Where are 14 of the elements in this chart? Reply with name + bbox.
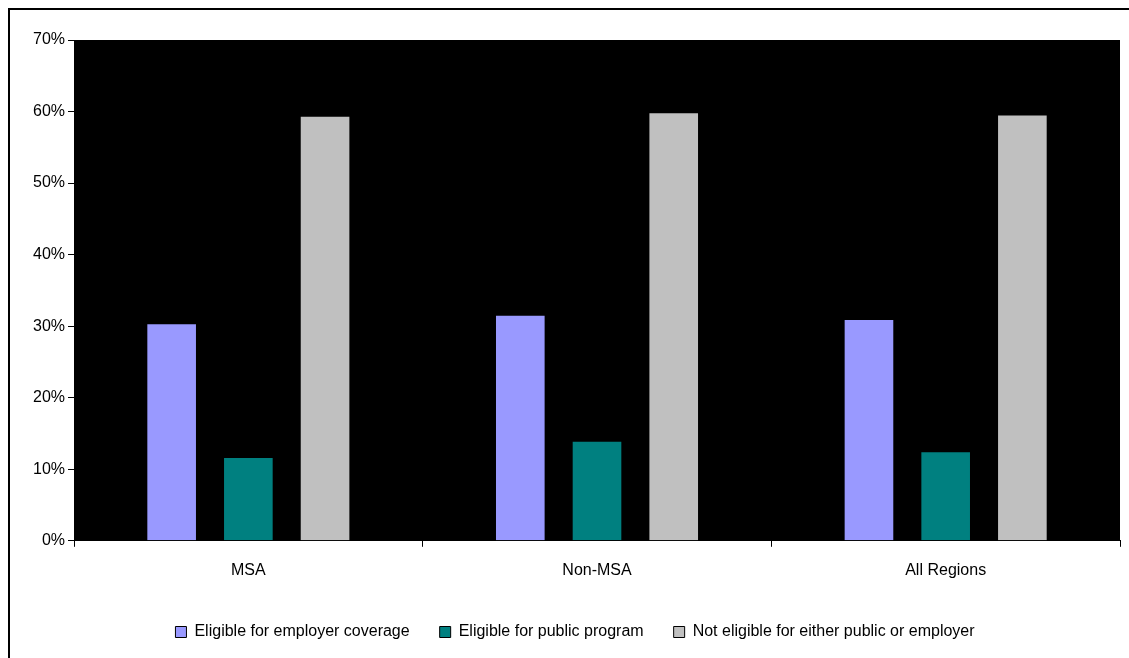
x-tick-label: MSA: [231, 560, 267, 578]
y-tick-label: 0%: [41, 531, 66, 549]
legend-label: Not eligible for either public or employer: [692, 622, 976, 640]
legend-label: Eligible for employer coverage: [194, 622, 410, 640]
legend-label: Eligible for public program: [458, 622, 644, 640]
y-tick-label: 30%: [32, 316, 66, 334]
y-tick-label: 10%: [32, 459, 66, 477]
x-tick-label: All Regions: [905, 560, 987, 578]
y-tick-label: 50%: [32, 173, 66, 191]
y-tick-label: 60%: [32, 101, 66, 119]
y-tick-label: 20%: [32, 388, 66, 406]
y-tick-label: 40%: [32, 245, 66, 263]
y-tick-label: 70%: [32, 30, 66, 48]
x-tick-label: Non-MSA: [562, 560, 633, 578]
